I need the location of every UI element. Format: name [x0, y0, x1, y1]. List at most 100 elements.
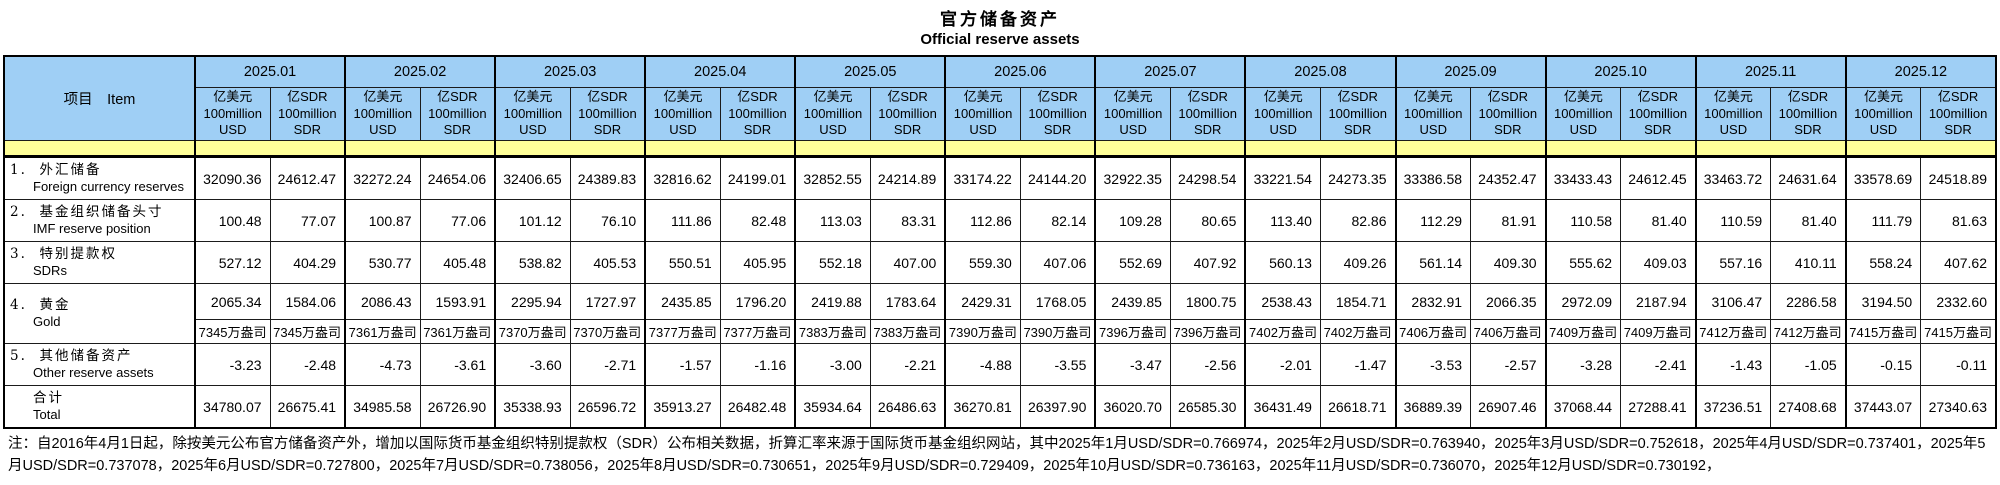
value-cell-sdr: 26482.48: [719, 385, 796, 429]
unit-header-sdr: 亿SDR 100million SDR: [1169, 87, 1246, 141]
unit-header-line: 100million: [728, 105, 787, 121]
unit-header-line: 亿美元: [1413, 88, 1453, 104]
unit-header-line: SDR: [743, 122, 772, 138]
unit-header-line: 亿SDR: [737, 88, 778, 104]
row-label-zh: 1. 外汇储备: [10, 161, 102, 178]
value-cell-sdr: 2286.58: [1770, 283, 1847, 320]
value-cell-usd: -3.60: [494, 343, 571, 386]
unit-header-usd: 亿美元 100million USD: [944, 87, 1021, 141]
value-cell-usd: 7345万盎司: [193, 319, 271, 344]
value-cell-usd: 550.51: [644, 241, 721, 284]
value-cell-sdr: 1796.20: [719, 283, 796, 320]
value-cell-usd: 35338.93: [494, 385, 571, 429]
unit-header-line: 100million: [1854, 105, 1913, 121]
value-cell-usd: 36270.81: [944, 385, 1021, 429]
unit-header-line: SDR: [1193, 122, 1222, 138]
value-cell-sdr: 7377万盎司: [719, 319, 796, 344]
value-cell-sdr: 27408.68: [1770, 385, 1847, 429]
value-cell-sdr: 1593.91: [419, 283, 496, 320]
unit-header-line: 亿SDR: [1337, 88, 1378, 104]
unit-header-line: 100million: [1554, 105, 1613, 121]
value-cell-sdr: 7383万盎司: [869, 319, 946, 344]
value-cell-sdr: 2066.35: [1470, 283, 1547, 320]
unit-header-line: USD: [1569, 122, 1598, 138]
month-header: 2025.10: [1544, 55, 1697, 88]
value-cell-sdr: 24352.47: [1470, 156, 1547, 200]
value-cell-usd: -4.88: [944, 343, 1021, 386]
unit-header-line: 100million: [1928, 105, 1988, 121]
value-cell-usd: 7383万盎司: [794, 319, 871, 344]
unit-header-line: 亿美元: [963, 88, 1003, 104]
unit-header-line: SDR: [443, 122, 472, 138]
row-label-en: Gold: [33, 314, 61, 330]
unit-header-line: 亿SDR: [437, 88, 478, 104]
value-cell-sdr: 24389.83: [569, 156, 646, 200]
month-header: 2025.06: [944, 55, 1096, 88]
month-header: 2025.11: [1694, 55, 1847, 88]
unit-header-line: USD: [369, 122, 397, 138]
value-cell-usd: 100.87: [344, 199, 421, 242]
value-cell-sdr: 82.14: [1019, 199, 1096, 242]
value-cell-sdr: 7370万盎司: [569, 319, 646, 344]
unit-header-line: 100million: [653, 105, 713, 121]
row-label-zh: 5. 其他储备资产: [10, 347, 133, 364]
unit-header-line: 100million: [278, 105, 337, 121]
value-cell-usd: -1.43: [1694, 343, 1772, 386]
month-header: 2025.03: [494, 55, 646, 88]
month-header: 2025.12: [1844, 55, 1997, 88]
unit-header-row: 亿美元 100million USD 亿SDR 100million SDR 亿美元 100m…: [4, 87, 1997, 141]
value-cell-usd: 2832.91: [1394, 283, 1472, 320]
value-cell-sdr: 27340.63: [1920, 385, 1997, 429]
value-cell-usd: 112.86: [944, 199, 1021, 242]
value-cell-usd: 7390万盎司: [944, 319, 1021, 344]
value-cell-usd: 36431.49: [1244, 385, 1321, 429]
value-cell-usd: 561.14: [1394, 241, 1472, 284]
value-cell-sdr: 405.53: [569, 241, 646, 284]
value-cell-usd: 552.69: [1094, 241, 1171, 284]
value-cell-sdr: 24214.89: [869, 156, 946, 200]
value-cell-usd: 32406.65: [494, 156, 571, 200]
unit-header-line: 100million: [878, 105, 937, 121]
value-cell-sdr: 81.40: [1770, 199, 1847, 242]
unit-header-line: SDR: [1043, 122, 1072, 138]
reserve-assets-table: 项目 Item 2025.01 2025.02 2025.03 2025.04 2025.…: [3, 55, 1997, 429]
value-cell-sdr: 77.06: [419, 199, 496, 242]
value-cell-sdr: -2.41: [1620, 343, 1697, 386]
value-cell-sdr: 409.26: [1319, 241, 1397, 284]
value-cell-usd: -3.53: [1394, 343, 1472, 386]
value-cell-sdr: -0.11: [1920, 343, 1997, 386]
row-label-zh: 合计: [33, 389, 64, 406]
spacer-cell: [1844, 140, 1997, 158]
value-cell-usd: 7402万盎司: [1244, 319, 1321, 344]
unit-header-line: 亿SDR: [1187, 88, 1228, 104]
unit-header-usd: 亿美元 100million USD: [1094, 87, 1171, 141]
value-cell-sdr: 410.11: [1770, 241, 1847, 284]
page-title-en: Official reserve assets: [920, 31, 1080, 48]
unit-header-sdr: 亿SDR 100million SDR: [1470, 87, 1547, 141]
spacer-cell: [1394, 140, 1547, 158]
value-cell-usd: 530.77: [344, 241, 421, 284]
value-cell-sdr: 7390万盎司: [1019, 319, 1096, 344]
unit-header-usd: 亿美元 100million USD: [1844, 87, 1922, 141]
spacer-cell: [494, 140, 646, 158]
unit-header-line: 亿SDR: [287, 88, 328, 104]
value-cell-sdr: 407.62: [1920, 241, 1997, 284]
month-header: 2025.04: [644, 55, 796, 88]
value-cell-usd: 111.86: [644, 199, 721, 242]
value-cell-sdr: -2.48: [269, 343, 346, 386]
unit-header-line: 100million: [1403, 105, 1463, 121]
unit-header-line: 亿SDR: [1487, 88, 1529, 104]
value-cell-usd: 100.48: [193, 199, 271, 242]
value-cell-usd: -4.73: [344, 343, 421, 386]
value-cell-sdr: 80.65: [1169, 199, 1246, 242]
value-cell-usd: 32816.62: [644, 156, 721, 200]
value-cell-usd: 2538.43: [1244, 283, 1321, 320]
unit-header-line: 100million: [1028, 105, 1087, 121]
value-cell-sdr: 81.91: [1470, 199, 1547, 242]
value-cell-sdr: 409.03: [1620, 241, 1697, 284]
unit-header-sdr: 亿SDR 100million SDR: [1770, 87, 1847, 141]
unit-header-line: USD: [969, 122, 997, 138]
unit-header-usd: 亿美元 100million USD: [344, 87, 421, 141]
unit-header-line: 亿SDR: [1037, 88, 1078, 104]
value-cell-sdr: -2.71: [569, 343, 646, 386]
